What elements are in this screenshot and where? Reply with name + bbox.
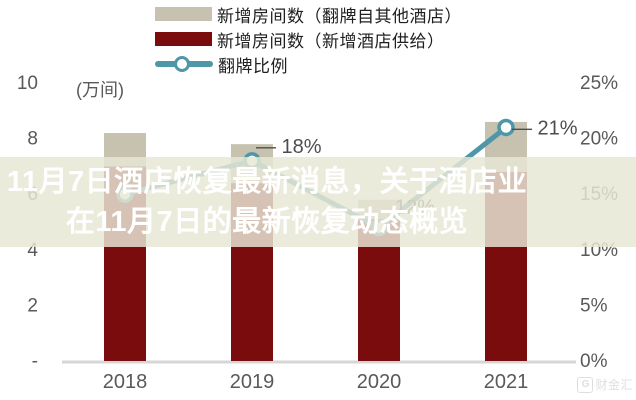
legend-label: 翻牌比例 <box>218 56 288 76</box>
legend-swatch-beige-bar <box>155 7 212 21</box>
legend: 新增房间数（翻牌自其他酒店） 新增房间数（新增酒店供给） 翻牌比例 <box>155 6 462 81</box>
left-axis-tick: 4 <box>27 240 38 261</box>
legend-label: 新增房间数（翻牌自其他酒店） <box>217 6 462 26</box>
watermark-logo-icon: G <box>577 376 594 393</box>
x-axis-label: 2019 <box>230 371 275 393</box>
line-marker-2021 <box>497 118 515 137</box>
x-axis-label: 2020 <box>357 371 402 393</box>
headline-overlay-text: 11月7日酒店恢复最新消息，关于酒店业 在11月7日的最新恢复动态概览 <box>0 157 534 247</box>
legend-swatch-line-marker-icon <box>155 56 213 72</box>
left-axis-tick: - <box>32 351 38 372</box>
legend-item-conversion-ratio: 翻牌比例 <box>155 56 462 76</box>
legend-item-conversion-rooms: 新增房间数（翻牌自其他酒店） <box>155 6 462 26</box>
right-axis-tick: 25% <box>580 73 618 94</box>
headline-line2: 在11月7日的最新恢复动态概览 <box>65 206 469 238</box>
right-axis-tick: 20% <box>580 129 618 150</box>
watermark-text: 财金汇 <box>595 378 633 392</box>
legend-label: 新增房间数（新增酒店供给） <box>217 31 445 51</box>
data-label-2021: — 21% <box>512 117 578 139</box>
legend-item-new-supply-rooms: 新增房间数（新增酒店供给） <box>155 31 462 51</box>
left-axis-tick: 10 <box>17 73 38 94</box>
headline-overlay-band <box>0 157 636 247</box>
right-axis-tick: 0% <box>580 351 608 372</box>
watermark: G 财金汇 <box>577 376 633 393</box>
left-axis-unit: (万间) <box>76 80 124 100</box>
x-axis-label: 2021 <box>484 371 529 393</box>
legend-swatch-maroon-bar <box>155 32 212 46</box>
legend-marker-dot-icon <box>174 56 190 72</box>
headline-line1: 11月7日酒店恢复最新消息，关于酒店业 <box>6 166 528 198</box>
x-axis-label: 2018 <box>103 371 148 393</box>
right-axis-tick: 5% <box>580 295 608 316</box>
left-axis-tick: 2 <box>27 295 38 316</box>
data-label-2019: — 18% <box>256 136 322 158</box>
left-axis-tick: 8 <box>27 129 38 150</box>
